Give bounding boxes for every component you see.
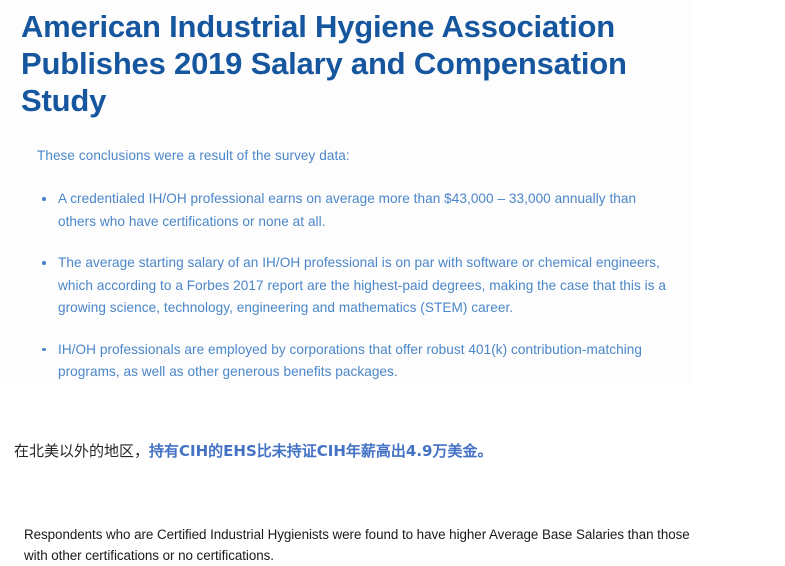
list-item: A credentialed IH/OH professional earns …: [38, 188, 678, 233]
survey-intro-text: These conclusions were a result of the s…: [37, 148, 350, 163]
article-headline: American Industrial Hygiene Association …: [21, 9, 627, 118]
article-image-block: American Industrial Hygiene Association …: [21, 9, 678, 382]
chinese-caption: 在北美以外的地区，持有CIH的EHS比未持证CIH年薪高出4.9万美金。: [14, 440, 492, 462]
bullet-dot-icon: [42, 347, 46, 351]
bullet-dot-icon: [42, 261, 46, 265]
list-item-text: IH/OH professionals are employed by corp…: [58, 341, 643, 380]
list-item-text: A credentialed IH/OH professional earns …: [58, 191, 637, 229]
list-item: IH/OH professionals are employed by corp…: [38, 339, 678, 383]
conclusions-list: A credentialed IH/OH professional earns …: [38, 188, 678, 382]
caption-plain-text: 在北美以外的地区，: [14, 442, 150, 460]
bullet-dot-icon: [42, 197, 46, 201]
list-item-text: The average starting salary of an IH/OH …: [58, 255, 667, 315]
list-item: The average starting salary of an IH/OH …: [38, 252, 678, 320]
caption-emphasis-text: 持有CIH的EHS比未持证CIH年薪高出4.9万美金。: [149, 442, 493, 460]
